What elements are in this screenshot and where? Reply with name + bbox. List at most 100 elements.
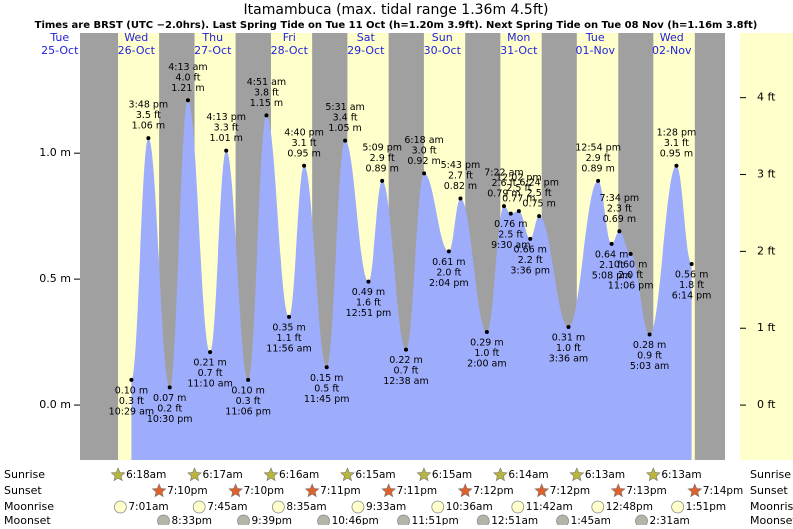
tide-label: 2:04 pm — [429, 278, 469, 289]
tide-label: 0.15 m — [310, 373, 343, 384]
day-name: Sun — [432, 31, 453, 44]
tide-label: 2.9 ft — [370, 153, 395, 164]
tide-label: 0.60 m — [614, 259, 647, 270]
tide-label: 5:43 pm — [441, 160, 481, 171]
sunset-icon — [687, 483, 703, 498]
tide-point — [689, 262, 694, 267]
tide-label: 2.3 ft — [607, 203, 632, 214]
tide-label: 12:02 pm — [496, 173, 542, 184]
sunrise-icon — [263, 467, 279, 482]
tide-point — [458, 196, 463, 201]
moonset-icon — [317, 514, 330, 528]
row-label: Sunrise — [750, 468, 791, 481]
sunrise-label: 6:18am — [126, 469, 166, 481]
tide-label: 3.1 ft — [292, 138, 317, 149]
day-name: Fri — [283, 31, 296, 44]
tide-label: 3.1 ft — [664, 138, 689, 149]
moonrise-label: 9:33am — [366, 501, 406, 513]
tide-label: 0.7 ft — [198, 368, 223, 379]
y2-tick-label: 2 ft — [757, 244, 776, 257]
moonset-label: 10:46pm — [332, 515, 379, 525]
tide-label: 12:51 pm — [346, 308, 392, 319]
plot — [129, 98, 694, 460]
y2-tick-label: 0 ft — [757, 398, 776, 411]
moonset-icon — [476, 514, 490, 528]
tide-label: 1.8 ft — [679, 280, 704, 291]
y-tick-label: 0.5 m — [39, 272, 71, 285]
tide-label: 0.79 m — [487, 189, 520, 200]
moonrise-icon — [511, 500, 525, 514]
tide-label: 2.9 ft — [586, 153, 611, 164]
tide-point — [167, 385, 172, 390]
row-label: Moonset — [750, 514, 793, 525]
moonrise-icon — [351, 500, 365, 514]
tide-label: 0.5 ft — [314, 383, 339, 394]
sunrise-label: 6:17am — [203, 469, 243, 481]
moonrise-icon — [271, 500, 285, 514]
tide-label: 0.89 m — [365, 163, 398, 174]
row-label: Sunset — [750, 484, 788, 497]
tide-label: 1.15 m — [250, 98, 283, 109]
tide-point — [516, 209, 521, 214]
row-label: Sunrise — [4, 468, 45, 481]
moonrise-label: 1:51pm — [686, 501, 726, 513]
y-tick-label: 0.0 m — [39, 398, 71, 411]
day-date: 30-Oct — [424, 44, 462, 57]
right-axis-band — [740, 33, 793, 460]
tide-label: 0.35 m — [272, 322, 305, 333]
sunrise-icon — [340, 467, 355, 482]
tide-label: 11:06 pm — [608, 280, 654, 291]
sunset-icon — [381, 483, 397, 498]
tide-label: 7:34 pm — [600, 193, 640, 204]
tide-point — [508, 211, 513, 216]
tide-label: 6:14 pm — [672, 291, 712, 302]
sunrise-icon — [492, 467, 508, 482]
tide-point — [528, 236, 533, 241]
y2-tick-label: 1 ft — [757, 321, 776, 334]
tide-label: 1.6 ft — [356, 298, 381, 309]
day-name: Wed — [660, 31, 684, 44]
tide-label: 0.29 m — [470, 338, 503, 349]
tide-label: 3.4 ft — [333, 113, 358, 124]
y2-tick-label: 3 ft — [757, 168, 776, 181]
tide-label: 2.5 ft — [498, 230, 523, 241]
tide-label: 0.56 m — [675, 270, 708, 281]
tide-label: 1.0 ft — [474, 348, 499, 359]
day-date: 28-Oct — [271, 44, 309, 57]
sunset-icon — [610, 483, 626, 498]
tide-label: 11:06 pm — [225, 406, 271, 417]
moonset-icon — [157, 514, 170, 528]
tide-label: 0.10 m — [231, 385, 264, 396]
tide-label: 1.1 ft — [277, 333, 302, 344]
tide-point — [366, 279, 371, 284]
moonrise-icon — [192, 500, 206, 514]
moonrise-label: 11:42am — [526, 501, 573, 513]
tide-label: 3.0 ft — [412, 145, 437, 156]
moonset-label: 1:45am — [571, 515, 611, 525]
day-name: Tue — [49, 31, 69, 44]
moonrise-label: 7:45am — [207, 501, 247, 513]
tide-label: 12:38 am — [383, 376, 428, 387]
tide-label: 2.2 ft — [518, 255, 543, 266]
tide-point — [324, 365, 329, 370]
moonset-label: 8:33pm — [172, 515, 212, 525]
tide-label: 6:24 pm — [519, 178, 559, 189]
tide-label: 4:13 am — [168, 62, 207, 73]
tide-label: 9:30 am — [491, 240, 530, 251]
sunset-icon — [304, 483, 320, 498]
tide-point — [208, 350, 213, 355]
moonset-label: 11:51pm — [412, 515, 459, 525]
tide-label: 0.75 m — [522, 199, 555, 210]
tide-label: 6:18 am — [404, 135, 443, 146]
sunset-label: 7:10pm — [244, 485, 284, 497]
tide-point — [422, 171, 427, 176]
tide-point — [609, 241, 614, 246]
sunrise-label: 6:13am — [661, 469, 701, 481]
sunset-icon — [534, 483, 550, 498]
moonset-icon — [556, 514, 569, 528]
sunset-label: 7:11pm — [320, 485, 360, 497]
tide-label: 0.7 ft — [394, 366, 419, 377]
tide-label: 0.89 m — [581, 163, 614, 174]
day-date: 26-Oct — [118, 44, 156, 57]
